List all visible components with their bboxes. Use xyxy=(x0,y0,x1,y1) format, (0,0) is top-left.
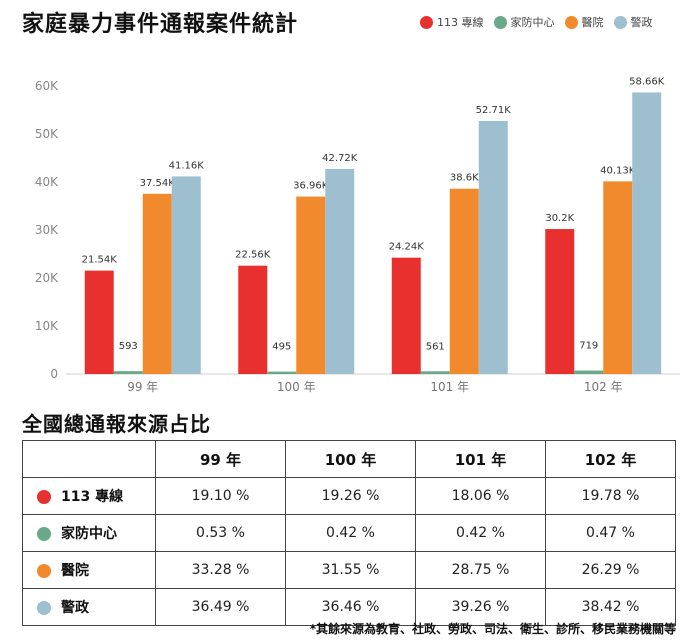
bar xyxy=(449,188,479,374)
bar xyxy=(113,371,143,374)
data-label: 36.96K xyxy=(293,181,329,192)
row-label: 醫院 xyxy=(61,563,89,579)
table-cell: 0.42 % xyxy=(285,514,416,552)
legend-swatch xyxy=(564,15,578,29)
table-cell: 33.28 % xyxy=(155,551,286,589)
y-tick-label: 30K xyxy=(35,223,59,237)
table-cell: 18.06 % xyxy=(415,477,546,515)
chart-title: 家庭暴力事件通報案件統計 xyxy=(22,12,299,37)
legend-swatch xyxy=(613,15,627,29)
row-swatch xyxy=(37,601,51,615)
legend-item: 113 專線 xyxy=(420,14,484,30)
column-header: 102 年 xyxy=(545,440,676,478)
legend-label: 警政 xyxy=(630,16,653,29)
y-tick-label: 40K xyxy=(35,175,59,189)
data-label: 21.54K xyxy=(82,255,118,266)
column-header: 101 年 xyxy=(415,440,546,478)
bar xyxy=(171,176,201,374)
legend-label: 醫院 xyxy=(581,16,604,29)
data-label: 22.56K xyxy=(235,250,271,261)
y-tick-label: 20K xyxy=(35,271,59,285)
data-label: 24.24K xyxy=(389,242,425,253)
table-cell: 39.26 % xyxy=(415,588,546,626)
bar-chart: 0 10K 20K 30K 40K 50K 60K 21.54K 593 37.54K 41.16K… xyxy=(35,76,680,394)
bar xyxy=(574,370,604,374)
table-cell: 19.78 % xyxy=(545,477,676,515)
table-row: 113 專線 19.10 % 19.26 % 18.06 % 19.78 % xyxy=(22,477,676,515)
table-header-row: 99 年 100 年 101 年 102 年 xyxy=(22,440,676,478)
y-tick-label: 50K xyxy=(35,127,59,141)
data-label: 561 xyxy=(426,341,445,352)
data-label: 495 xyxy=(272,342,291,353)
x-tick-label: 101 年 xyxy=(430,380,469,394)
row-label: 家防中心 xyxy=(61,526,117,542)
row-swatch xyxy=(37,527,51,541)
table-cell: 36.46 % xyxy=(285,588,416,626)
table-cell: 19.10 % xyxy=(155,477,286,515)
x-tick-label: 102 年 xyxy=(584,380,623,394)
footnote: *其餘來源為教育、社政、勞政、司法、衛生、診所、移民業務機關等 xyxy=(309,622,676,636)
data-label: 593 xyxy=(119,341,138,352)
table-row: 醫院 33.28 % 31.55 % 28.75 % 26.29 % xyxy=(22,551,676,589)
data-label: 38.6K xyxy=(450,173,479,184)
bar xyxy=(142,193,172,374)
legend-label: 家防中心 xyxy=(510,16,555,29)
bar xyxy=(325,168,355,374)
data-label: 42.72K xyxy=(322,153,358,164)
x-tick-label: 99 年 xyxy=(127,380,158,394)
column-header: 100 年 xyxy=(285,440,416,478)
legend: 113 專線 家防中心 醫院 警政 xyxy=(420,14,653,30)
row-header: 警政 xyxy=(22,588,156,626)
row-header: 家防中心 xyxy=(22,514,156,552)
data-label: 30.2K xyxy=(545,213,574,224)
legend-label: 113 專線 xyxy=(437,16,484,29)
legend-swatch xyxy=(420,15,433,29)
bar xyxy=(296,196,326,374)
row-header: 醫院 xyxy=(22,551,156,589)
table-row: 警政 36.49 % 36.46 % 39.26 % 38.42 % xyxy=(22,588,676,626)
table-title: 全國總通報來源占比 xyxy=(22,412,211,436)
table-cell: 31.55 % xyxy=(285,551,416,589)
bar xyxy=(84,270,114,374)
bar xyxy=(391,257,421,374)
table-cell: 36.49 % xyxy=(155,588,286,626)
legend-item: 醫院 xyxy=(564,14,604,30)
bar xyxy=(267,371,297,374)
bar xyxy=(420,371,450,374)
column-header: 99 年 xyxy=(155,440,286,478)
table-cell: 38.42 % xyxy=(545,588,676,626)
x-tick-label: 100 年 xyxy=(277,380,316,394)
legend-swatch xyxy=(493,15,507,29)
y-tick-label: 10K xyxy=(35,319,59,333)
row-label: 警政 xyxy=(61,600,89,616)
table-row: 家防中心 0.53 % 0.42 % 0.42 % 0.47 % xyxy=(22,514,676,552)
data-label: 58.66K xyxy=(629,76,665,87)
table-cell: 0.53 % xyxy=(155,514,286,552)
table-cell: 26.29 % xyxy=(545,551,676,589)
data-label: 37.54K xyxy=(140,178,176,189)
bar xyxy=(545,229,575,374)
table-corner xyxy=(22,440,156,478)
data-label: 52.71K xyxy=(476,105,512,116)
table-cell: 0.47 % xyxy=(545,514,676,552)
legend-item: 警政 xyxy=(613,14,653,30)
legend-item: 家防中心 xyxy=(493,14,555,30)
row-swatch xyxy=(37,490,51,504)
y-tick-label: 0 xyxy=(50,367,58,381)
data-label: 40.13K xyxy=(600,165,636,176)
bar xyxy=(632,92,662,374)
bar xyxy=(603,181,633,374)
data-label: 41.16K xyxy=(169,160,205,171)
row-label: 113 專線 xyxy=(61,489,124,505)
bar xyxy=(238,265,268,374)
table-cell: 19.26 % xyxy=(285,477,416,515)
bar xyxy=(478,120,508,374)
data-label: 719 xyxy=(579,341,598,352)
row-swatch xyxy=(37,564,51,578)
table-cell: 0.42 % xyxy=(415,514,546,552)
table-cell: 28.75 % xyxy=(415,551,546,589)
row-header: 113 專線 xyxy=(22,477,156,515)
y-tick-label: 60K xyxy=(35,79,59,93)
share-table: 99 年 100 年 101 年 102 年 113 專線 19.10 % 19… xyxy=(22,440,676,626)
